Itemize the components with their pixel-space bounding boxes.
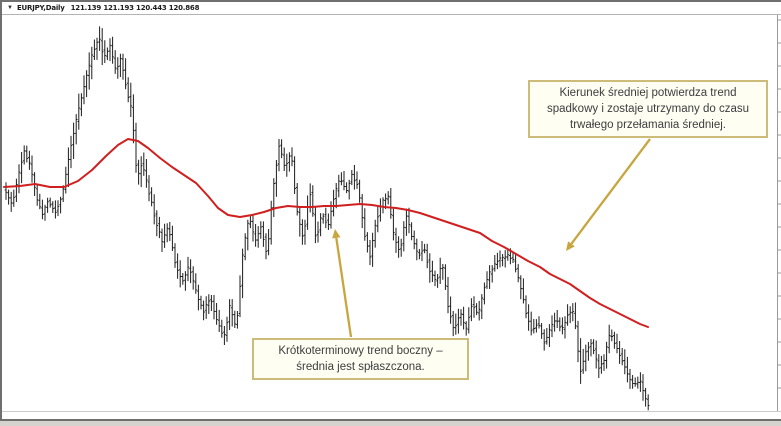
callout-ma-direction-text: Kierunek średniej potwierdza trend spadk… (547, 86, 749, 132)
callout-flat-ma[interactable]: Krótkoterminowy trend boczny – średnia j… (252, 338, 469, 380)
annotation-arrows (332, 138, 651, 338)
symbol-period-label: EURJPY,Daily (16, 4, 65, 12)
chart-dropdown-icon[interactable]: ▼ (7, 5, 13, 11)
price-bars-series (4, 26, 650, 411)
price-scale-axis (777, 15, 781, 411)
callout-flat-ma-text: Krótkoterminowy trend boczny – średnia j… (278, 344, 443, 373)
chart-title-text: EURJPY,Daily 121.139 121.193 120.443 120.… (16, 4, 200, 12)
arrow-to-flat-ma (335, 237, 353, 338)
callout-ma-direction[interactable]: Kierunek średniej potwierdza trend spadk… (528, 80, 768, 138)
ohlc-quote-values: 121.139 121.193 120.443 120.868 (70, 4, 200, 12)
arrow-to-ma-downtrend (570, 138, 651, 245)
arrow-to-flat-ma-head (332, 229, 341, 239)
price-chart[interactable] (2, 14, 781, 421)
arrow-to-ma-downtrend-head (566, 241, 575, 251)
chart-title-bar[interactable]: ▼ EURJPY,Daily 121.139 121.193 120.443 12… (2, 2, 781, 15)
moving-average-line (3, 138, 649, 328)
